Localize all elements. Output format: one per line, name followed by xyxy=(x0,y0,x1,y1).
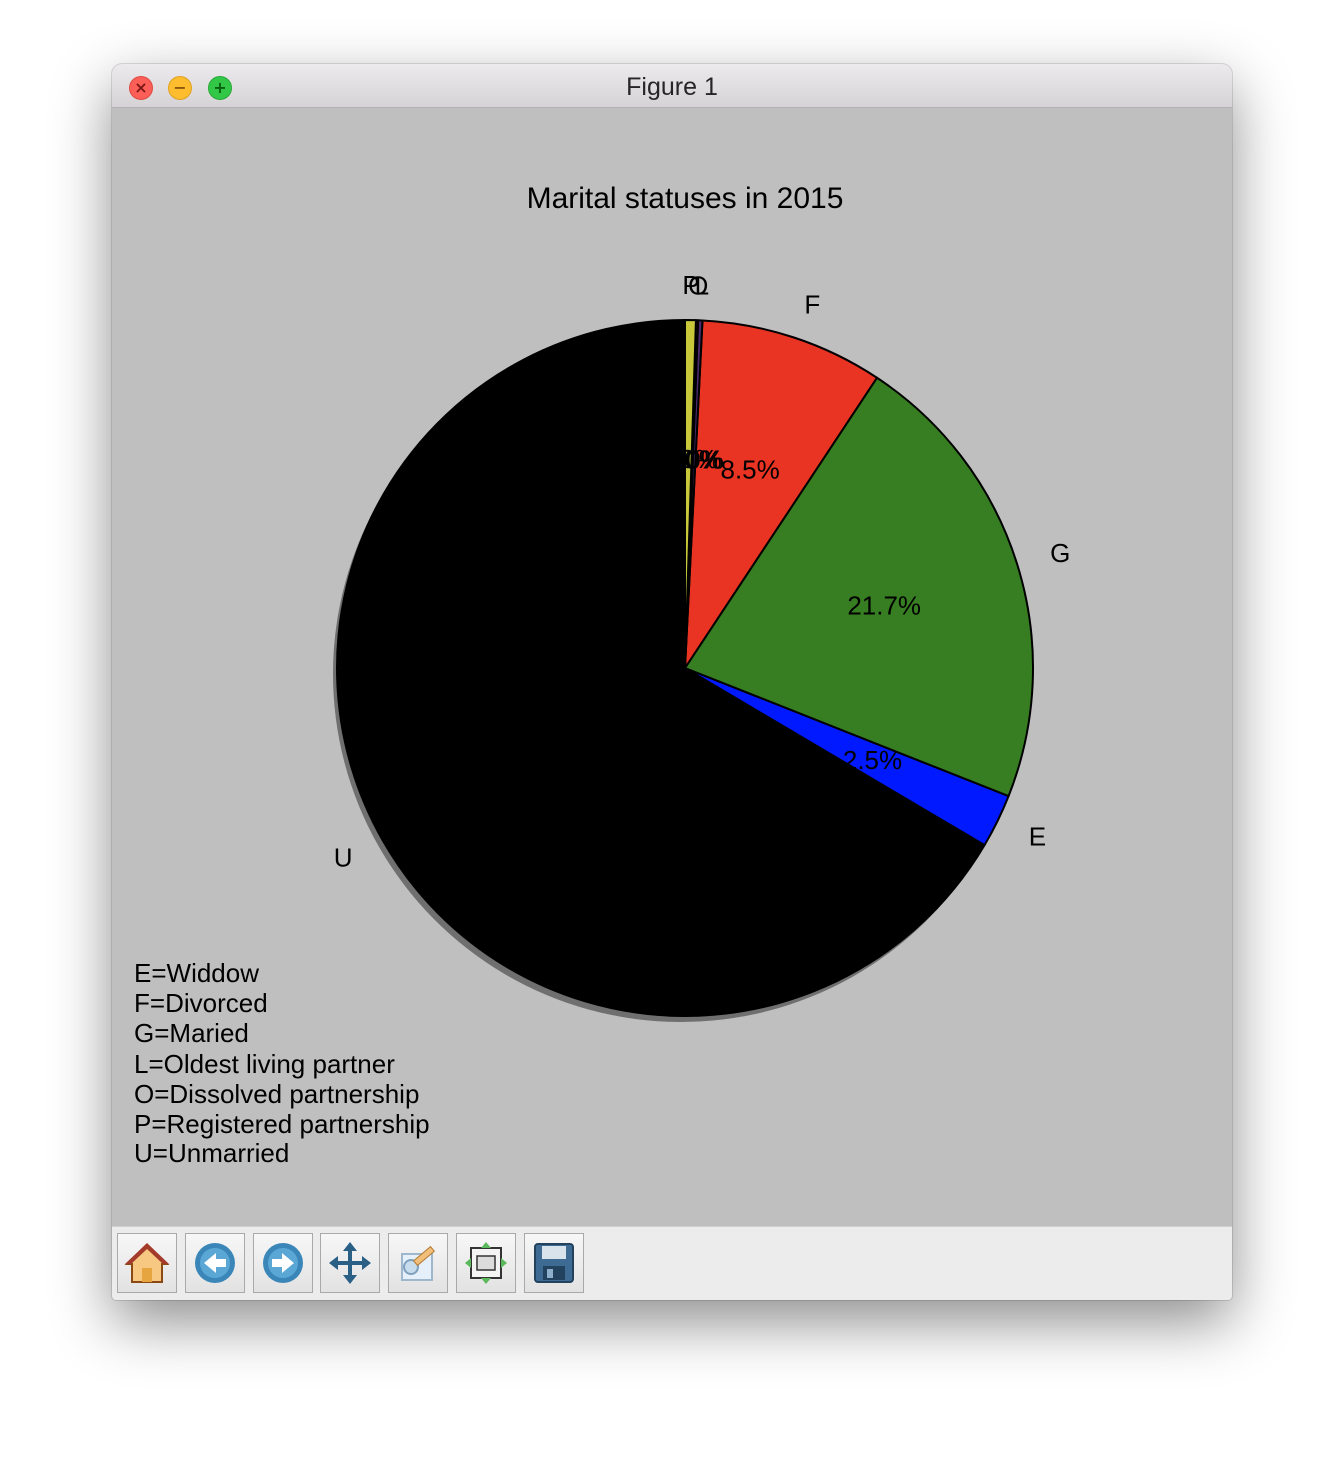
legend-line-p: P=Registered partnership xyxy=(134,1109,430,1139)
title-bar[interactable]: × − + Figure 1 xyxy=(112,64,1232,108)
pan-button[interactable] xyxy=(320,1233,380,1293)
pie-slice-f xyxy=(684,319,878,669)
close-icon: × xyxy=(134,78,148,97)
home-button[interactable] xyxy=(117,1233,177,1293)
pie-percent-p: 0.0% xyxy=(659,444,718,474)
zoom-rect-icon xyxy=(401,1245,436,1281)
legend-text-block: E=Widdow F=Divorced G=Maried L=Oldest li… xyxy=(134,958,430,1168)
maximize-button[interactable]: + xyxy=(208,76,232,100)
plot-canvas[interactable]: Marital statuses in 2015 U E G F LOP 2.5% 21.… xyxy=(112,108,1232,1226)
forward-arrow-icon xyxy=(263,1243,303,1283)
pie-label-o: O xyxy=(688,270,708,300)
maximize-icon: + xyxy=(213,78,227,97)
chart-title: Marital statuses in 2015 xyxy=(527,182,844,215)
pie-percent-f: 8.5% xyxy=(721,455,780,485)
pie-slice-p xyxy=(684,319,697,669)
pie-percent-g: 21.7% xyxy=(847,590,921,620)
pie-percent-l: 0.0% xyxy=(665,444,724,474)
legend-line-l: L=Oldest living partner xyxy=(134,1049,395,1079)
back-arrow-icon xyxy=(195,1243,235,1283)
subplots-icon xyxy=(465,1242,507,1284)
legend-line-e: E=Widdow xyxy=(134,958,259,988)
pie-slice-g xyxy=(684,376,1034,798)
home-icon xyxy=(124,1243,170,1283)
navigation-toolbar xyxy=(112,1226,1232,1300)
pie-percent-e: 2.5% xyxy=(843,745,902,775)
minimize-button[interactable]: − xyxy=(168,76,192,100)
legend-line-o: O=Dissolved partnership xyxy=(134,1079,419,1109)
pie-labels: U E G F LOP xyxy=(334,270,1071,872)
pie-slices xyxy=(336,319,1034,1017)
figure-window: × − + Figure 1 Marital statuses in 2015 … xyxy=(112,64,1232,1300)
legend-line-f: F=Divorced xyxy=(134,988,268,1018)
legend-line-u: U=Unmarried xyxy=(134,1138,289,1168)
pie-label-u: U xyxy=(334,843,353,873)
pie-label-p: P xyxy=(682,270,699,300)
save-button[interactable] xyxy=(524,1233,584,1293)
pie-slice-u xyxy=(336,319,986,1017)
pie-percent-labels: 2.5%21.7%8.5%0.0%0.0%0.0% xyxy=(659,444,921,775)
pie-label-g: G xyxy=(1050,538,1070,568)
pan-arrows-icon xyxy=(329,1242,371,1284)
save-floppy-icon xyxy=(534,1243,574,1283)
pie-label-f: F xyxy=(804,289,820,319)
pie-percent-o: 0.0% xyxy=(663,444,722,474)
back-button[interactable] xyxy=(185,1233,245,1293)
legend-line-g: G=Maried xyxy=(134,1018,249,1048)
subplots-button[interactable] xyxy=(456,1233,516,1293)
window-title: Figure 1 xyxy=(626,73,718,101)
minimize-icon: − xyxy=(173,78,187,97)
close-button[interactable]: × xyxy=(129,76,153,100)
forward-button[interactable] xyxy=(253,1233,313,1293)
pie-label-e: E xyxy=(1029,821,1046,851)
zoom-button[interactable] xyxy=(388,1233,448,1293)
pie-label-l: L xyxy=(695,271,709,301)
